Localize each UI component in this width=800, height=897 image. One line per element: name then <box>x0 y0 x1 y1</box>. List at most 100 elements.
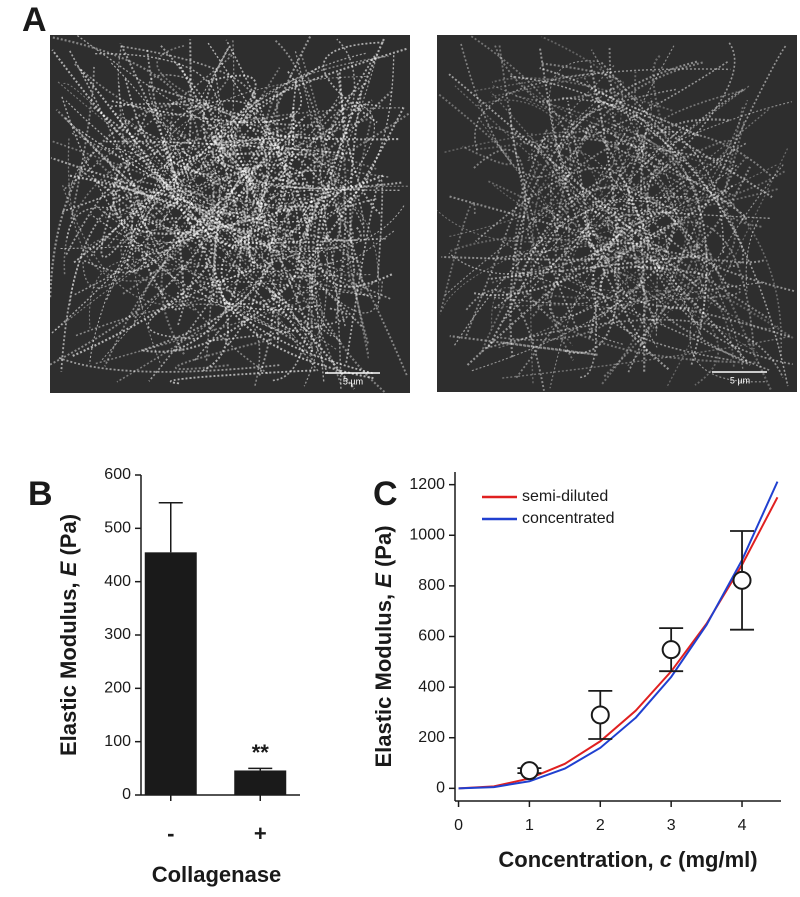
fiber <box>465 129 548 337</box>
fiber <box>448 164 738 275</box>
fiber <box>492 85 699 323</box>
fiber <box>594 89 701 137</box>
fiber <box>76 35 280 151</box>
fiber <box>295 153 317 305</box>
scale-bar-label: 5 µm <box>343 376 363 386</box>
x-tick-label: 1 <box>525 817 534 834</box>
fiber <box>518 186 730 288</box>
y-axis-title: Elastic Modulus, E (Pa) <box>371 525 396 767</box>
fiber <box>721 156 762 228</box>
fiber <box>229 122 269 232</box>
fiber <box>295 54 342 242</box>
fiber <box>608 47 657 189</box>
fiber <box>100 114 147 258</box>
fiber <box>67 137 196 282</box>
fiber <box>116 264 253 383</box>
fiber <box>527 65 615 161</box>
fiber <box>486 318 784 378</box>
fiber <box>689 164 784 383</box>
fiber <box>251 114 324 217</box>
fiber <box>90 213 354 273</box>
label-part: (mg/ml) <box>672 847 758 872</box>
fiber <box>207 42 308 243</box>
fiber <box>54 190 380 331</box>
fiber <box>529 175 611 384</box>
fiber <box>491 256 735 367</box>
fiber <box>173 62 242 352</box>
fiber <box>454 200 686 346</box>
fiber <box>473 184 734 297</box>
fiber <box>502 125 688 322</box>
legend-label: concentrated <box>522 510 615 527</box>
fiber <box>148 74 194 160</box>
fiber <box>345 178 384 363</box>
fiber <box>591 98 773 199</box>
fiber <box>111 110 323 357</box>
fiber <box>207 307 349 342</box>
fiber <box>460 43 593 178</box>
fiber <box>603 125 702 378</box>
fiber <box>448 73 725 311</box>
fiber <box>322 41 384 124</box>
fiber <box>559 88 677 238</box>
fiber <box>581 73 744 369</box>
fiber <box>564 63 620 354</box>
fiber <box>338 72 382 216</box>
fiber <box>613 186 693 310</box>
fiber <box>104 140 352 155</box>
fiber <box>640 89 745 206</box>
fiber <box>477 117 590 238</box>
fiber <box>349 93 363 271</box>
fiber <box>147 84 297 126</box>
fiber <box>627 118 730 331</box>
fiber <box>634 71 786 202</box>
fiber <box>491 273 591 305</box>
x-tick-label: 0 <box>454 817 463 834</box>
fiber <box>550 107 595 279</box>
fiber <box>274 40 344 247</box>
fiber <box>436 164 777 243</box>
fiber <box>555 165 770 320</box>
bar <box>144 552 197 795</box>
fiber <box>439 202 476 315</box>
fiber <box>541 45 675 254</box>
fiber <box>539 48 627 252</box>
y-tick-label: 0 <box>122 786 131 803</box>
fiber <box>510 75 789 387</box>
fiber <box>169 67 281 183</box>
fiber <box>441 253 607 261</box>
y-axis-title: Elastic Modulus, E (Pa) <box>56 514 81 756</box>
fiber <box>49 109 215 366</box>
label-part: Elastic Modulus, <box>56 576 81 756</box>
fiber <box>539 67 708 365</box>
fiber <box>242 35 320 278</box>
fiber <box>176 39 301 305</box>
fiber <box>298 179 347 319</box>
y-tick-label: 400 <box>418 678 445 695</box>
label-part: Elastic Modulus, <box>371 588 396 768</box>
fiber <box>57 356 280 373</box>
fiber <box>600 269 648 386</box>
fiber <box>112 163 384 235</box>
fiber <box>745 220 759 292</box>
fiber <box>532 109 769 257</box>
fiber <box>82 198 196 289</box>
y-tick-label: 0 <box>436 780 445 797</box>
fiber <box>182 39 192 157</box>
fiber <box>444 101 793 296</box>
x-axis-title: Concentration, c (mg/ml) <box>498 847 757 872</box>
fiber <box>73 62 229 116</box>
fiber <box>110 102 268 382</box>
fiber <box>65 70 223 187</box>
y-tick-label: 1200 <box>409 476 445 493</box>
fiber <box>470 35 572 216</box>
fiber <box>583 199 683 270</box>
fiber <box>480 184 715 354</box>
y-tick-label: 400 <box>104 573 131 590</box>
fiber <box>587 281 765 345</box>
fiber <box>449 97 652 238</box>
fiber <box>103 133 256 215</box>
fiber <box>163 141 353 255</box>
fiber <box>488 180 720 386</box>
fiber <box>234 191 291 248</box>
